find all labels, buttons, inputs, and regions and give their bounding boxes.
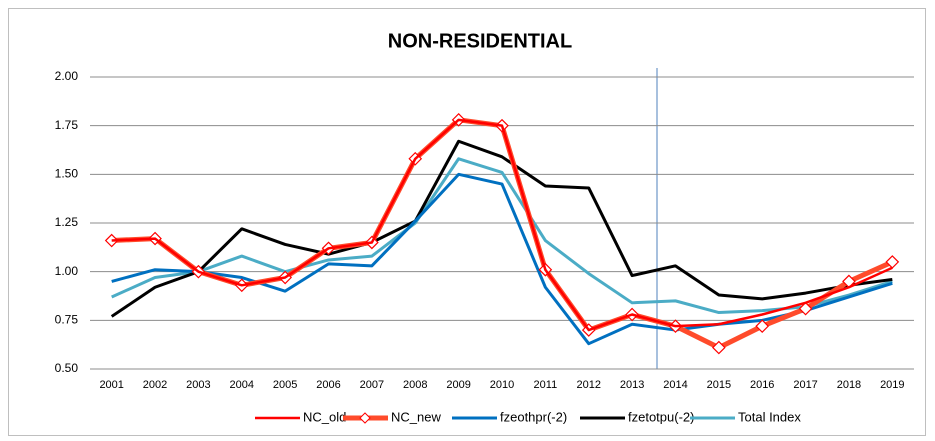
x-tick-label: 2005 (273, 379, 297, 391)
y-tick-label: 1.50 (55, 167, 79, 181)
chart-frame (8, 8, 926, 436)
legend-marker (359, 412, 371, 424)
x-tick-label: 2014 (663, 379, 687, 391)
chart-title: NON-RESIDENTIAL (388, 30, 572, 52)
y-tick-label: 1.00 (55, 264, 79, 278)
x-tick-label: 2001 (99, 379, 123, 391)
series-line (111, 118, 893, 332)
x-tick-label: 2004 (230, 379, 254, 391)
marker (798, 301, 813, 316)
marker (755, 319, 770, 334)
y-tick-label: 1.25 (55, 215, 79, 229)
marker (711, 340, 726, 355)
y-tick-label: 0.50 (55, 361, 79, 375)
x-tick-label: 2019 (880, 379, 904, 391)
x-tick-label: 2009 (446, 379, 470, 391)
x-tick-label: 2016 (750, 379, 774, 391)
x-tick-label: 2002 (143, 379, 167, 391)
y-tick-label: 0.75 (55, 313, 79, 327)
x-tick-label: 2011 (534, 379, 558, 391)
x-tick-label: 2007 (360, 379, 384, 391)
x-tick-label: 2008 (403, 379, 427, 391)
legend-label: NC_new (391, 409, 441, 424)
y-tick-label: 1.75 (55, 118, 79, 132)
series-line (110, 139, 893, 318)
legend-label: Total Index (738, 409, 801, 424)
x-tick-label: 2003 (186, 379, 210, 391)
y-tick-label: 2.00 (55, 69, 79, 83)
x-tick-label: 2018 (837, 379, 861, 391)
x-tick-label: 2006 (316, 379, 340, 391)
series-line (111, 157, 893, 315)
legend-label: fzeothpr(-2) (500, 409, 567, 424)
x-tick-label: 2013 (620, 379, 644, 391)
marker (104, 233, 119, 248)
x-tick-label: 2017 (793, 379, 817, 391)
x-tick-label: 2015 (707, 379, 731, 391)
x-tick-label: 2010 (490, 379, 514, 391)
x-tick-label: 2012 (576, 379, 600, 391)
legend-label: NC_old (303, 409, 346, 424)
legend-label: fzetotpu(-2) (628, 409, 694, 424)
